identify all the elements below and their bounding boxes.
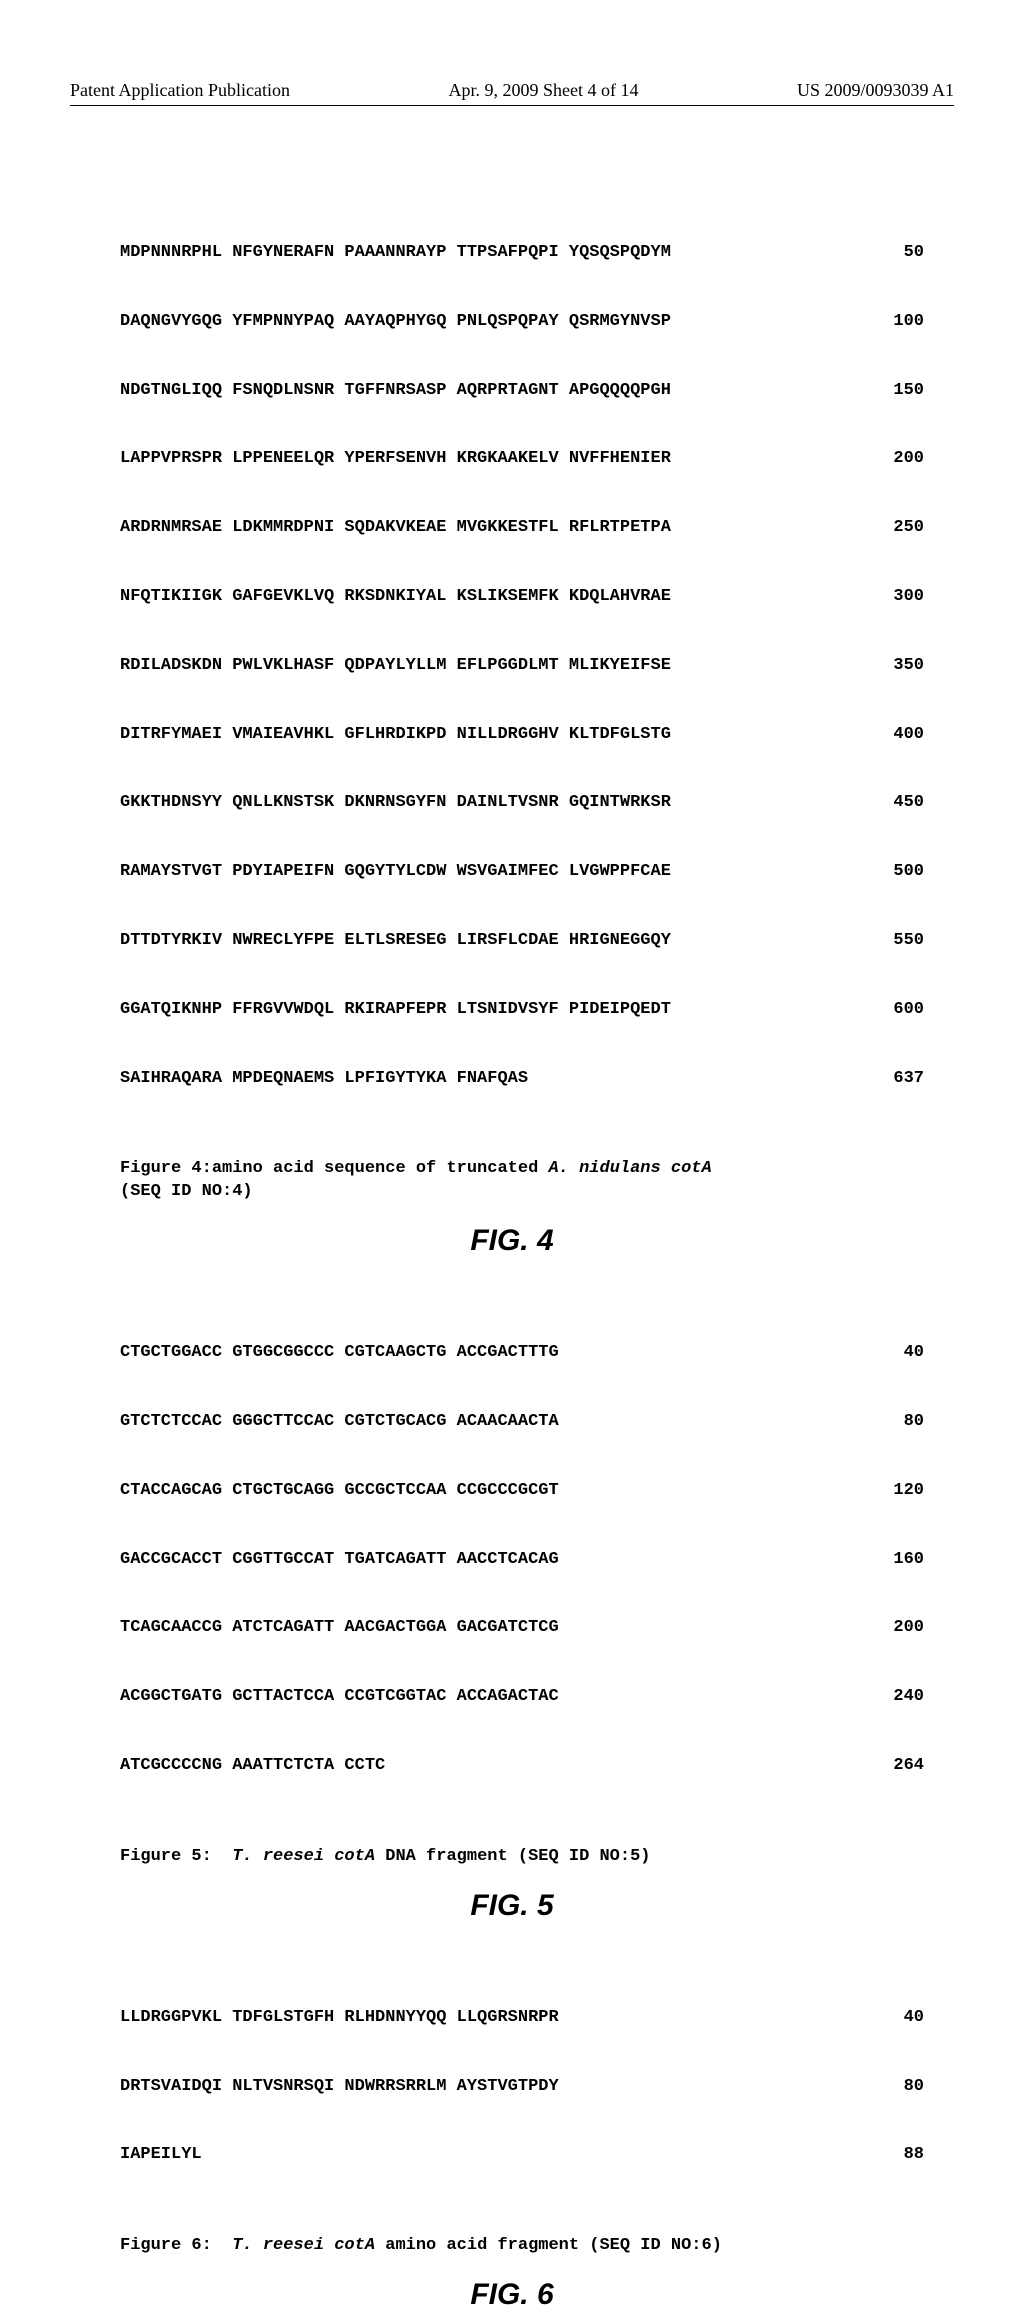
header-left: Patent Application Publication bbox=[70, 80, 290, 101]
seq-text: SAIHRAQARA MPDEQNAEMS LPFIGYTYKA FNAFQAS bbox=[120, 1068, 528, 1091]
seq-num: 240 bbox=[864, 1686, 924, 1709]
page-header: Patent Application Publication Apr. 9, 2… bbox=[70, 80, 954, 106]
seq-text: IAPEILYL bbox=[120, 2144, 202, 2167]
seq-row: CTACCAGCAG CTGCTGCAGG GCCGCTCCAA CCGCCCG… bbox=[120, 1480, 924, 1503]
seq-num: 120 bbox=[864, 1480, 924, 1503]
caption-post: amino acid fragment (SEQ ID NO:6) bbox=[385, 2236, 722, 2255]
seq-row: SAIHRAQARA MPDEQNAEMS LPFIGYTYKA FNAFQAS… bbox=[120, 1068, 924, 1091]
seq-row: RAMAYSTVGT PDYIAPEIFN GQGYTYLCDW WSVGAIM… bbox=[120, 861, 924, 884]
seq-row: DAQNGVYGQG YFMPNNYPAQ AAYAQPHYGQ PNLQSPQ… bbox=[120, 311, 924, 334]
seq-num: 80 bbox=[864, 2076, 924, 2099]
seq-num: 200 bbox=[864, 448, 924, 471]
seq-row: DITRFYMAEI VMAIEAVHKL GFLHRDIKPD NILLDRG… bbox=[120, 724, 924, 747]
figure5-caption: Figure 5: T. reesei cotA DNA fragment (S… bbox=[120, 1846, 954, 1869]
seq-text: TCAGCAACCG ATCTCAGATT AACGACTGGA GACGATC… bbox=[120, 1617, 559, 1640]
seq-text: RDILADSKDN PWLVKLHASF QDPAYLYLLM EFLPGGD… bbox=[120, 655, 671, 678]
seq-row: GACCGCACCT CGGTTGCCAT TGATCAGATT AACCTCA… bbox=[120, 1549, 924, 1572]
seq-text: LLDRGGPVKL TDFGLSTGFH RLHDNNYYQQ LLQGRSN… bbox=[120, 2007, 559, 2030]
seq-text: DAQNGVYGQG YFMPNNYPAQ AAYAQPHYGQ PNLQSPQ… bbox=[120, 311, 671, 334]
seq-num: 100 bbox=[864, 311, 924, 334]
seq-num: 637 bbox=[864, 1068, 924, 1091]
seq-num: 40 bbox=[864, 2007, 924, 2030]
seq4-block: MDPNNNRPHL NFGYNERAFN PAAANNRAYP TTPSAFP… bbox=[120, 196, 924, 1136]
caption-italic: T. reesei cotA bbox=[232, 2236, 385, 2255]
figure4-caption: Figure 4:amino acid sequence of truncate… bbox=[120, 1158, 954, 1204]
seq-row: GKKTHDNSYY QNLLKNSTSK DKNRNSGYFN DAINLTV… bbox=[120, 792, 924, 815]
seq-row: GGATQIKNHP FFRGVVWDQL RKIRAPFEPR LTSNIDV… bbox=[120, 999, 924, 1022]
seq-text: GTCTCTCCAC GGGCTTCCAC CGTCTGCACG ACAACAA… bbox=[120, 1411, 559, 1434]
seq-row: NDGTNGLIQQ FSNQDLNSNR TGFFNRSASP AQRPRTA… bbox=[120, 380, 924, 403]
seq-num: 50 bbox=[864, 242, 924, 265]
seq-num: 264 bbox=[864, 1755, 924, 1778]
seq-row: NFQTIKIIGK GAFGEVKLVQ RKSDNKIYAL KSLIKSE… bbox=[120, 586, 924, 609]
seq-num: 150 bbox=[864, 380, 924, 403]
figure4-label: FIG. 4 bbox=[70, 1224, 954, 1258]
caption-italic: A. nidulans cotA bbox=[548, 1159, 711, 1178]
seq-text: GACCGCACCT CGGTTGCCAT TGATCAGATT AACCTCA… bbox=[120, 1549, 559, 1572]
page: Patent Application Publication Apr. 9, 2… bbox=[0, 0, 1024, 1320]
figure6-label: FIG. 6 bbox=[70, 2278, 954, 2312]
seq-row: ATCGCCCCNG AAATTCTCTA CCTC 264 bbox=[120, 1755, 924, 1778]
header-mid: Apr. 9, 2009 Sheet 4 of 14 bbox=[448, 80, 638, 101]
seq-num: 350 bbox=[864, 655, 924, 678]
seq-text: RAMAYSTVGT PDYIAPEIFN GQGYTYLCDW WSVGAIM… bbox=[120, 861, 671, 884]
seq-row: RDILADSKDN PWLVKLHASF QDPAYLYLLM EFLPGGD… bbox=[120, 655, 924, 678]
seq-row: IAPEILYL 88 bbox=[120, 2144, 924, 2167]
figure6-caption: Figure 6: T. reesei cotA amino acid frag… bbox=[120, 2235, 954, 2258]
seq-text: LAPPVPRSPR LPPENEELQR YPERFSENVH KRGKAAK… bbox=[120, 448, 671, 471]
seq-text: NFQTIKIIGK GAFGEVKLVQ RKSDNKIYAL KSLIKSE… bbox=[120, 586, 671, 609]
seq-text: ARDRNMRSAE LDKMMRDPNI SQDAKVKEAE MVGKKES… bbox=[120, 517, 671, 540]
seq-row: LAPPVPRSPR LPPENEELQR YPERFSENVH KRGKAAK… bbox=[120, 448, 924, 471]
seq-row: MDPNNNRPHL NFGYNERAFN PAAANNRAYP TTPSAFP… bbox=[120, 242, 924, 265]
seq-num: 160 bbox=[864, 1549, 924, 1572]
caption-italic: T. reesei cotA bbox=[232, 1847, 385, 1866]
seq-text: GGATQIKNHP FFRGVVWDQL RKIRAPFEPR LTSNIDV… bbox=[120, 999, 671, 1022]
caption-line2: (SEQ ID NO:4) bbox=[120, 1182, 253, 1201]
seq-num: 500 bbox=[864, 861, 924, 884]
seq-row: DTTDTYRKIV NWRECLYFPE ELTLSRESEG LIRSFLC… bbox=[120, 930, 924, 953]
seq-num: 550 bbox=[864, 930, 924, 953]
seq-text: CTACCAGCAG CTGCTGCAGG GCCGCTCCAA CCGCCCG… bbox=[120, 1480, 559, 1503]
seq-num: 450 bbox=[864, 792, 924, 815]
caption-post: DNA fragment (SEQ ID NO:5) bbox=[385, 1847, 650, 1866]
seq-row: TCAGCAACCG ATCTCAGATT AACGACTGGA GACGATC… bbox=[120, 1617, 924, 1640]
seq-text: ACGGCTGATG GCTTACTCCA CCGTCGGTAC ACCAGAC… bbox=[120, 1686, 559, 1709]
seq-text: ATCGCCCCNG AAATTCTCTA CCTC bbox=[120, 1755, 385, 1778]
seq-num: 80 bbox=[864, 1411, 924, 1434]
seq-row: LLDRGGPVKL TDFGLSTGFH RLHDNNYYQQ LLQGRSN… bbox=[120, 2007, 924, 2030]
seq-num: 40 bbox=[864, 1342, 924, 1365]
seq-text: GKKTHDNSYY QNLLKNSTSK DKNRNSGYFN DAINLTV… bbox=[120, 792, 671, 815]
seq-num: 300 bbox=[864, 586, 924, 609]
seq6-block: LLDRGGPVKL TDFGLSTGFH RLHDNNYYQQ LLQGRSN… bbox=[120, 1961, 924, 2213]
seq-text: CTGCTGGACC GTGGCGGCCC CGTCAAGCTG ACCGACT… bbox=[120, 1342, 559, 1365]
caption-pre: Figure 4:amino acid sequence of truncate… bbox=[120, 1159, 548, 1178]
seq-text: DITRFYMAEI VMAIEAVHKL GFLHRDIKPD NILLDRG… bbox=[120, 724, 671, 747]
seq5-block: CTGCTGGACC GTGGCGGCCC CGTCAAGCTG ACCGACT… bbox=[120, 1296, 924, 1824]
figure5-label: FIG. 5 bbox=[70, 1889, 954, 1923]
seq-row: GTCTCTCCAC GGGCTTCCAC CGTCTGCACG ACAACAA… bbox=[120, 1411, 924, 1434]
header-right: US 2009/0093039 A1 bbox=[797, 80, 954, 101]
seq-row: DRTSVAIDQI NLTVSNRSQI NDWRRSRRLM AYSTVGT… bbox=[120, 2076, 924, 2099]
seq-num: 88 bbox=[864, 2144, 924, 2167]
seq-num: 400 bbox=[864, 724, 924, 747]
caption-pre: Figure 6: bbox=[120, 2236, 232, 2255]
seq-row: CTGCTGGACC GTGGCGGCCC CGTCAAGCTG ACCGACT… bbox=[120, 1342, 924, 1365]
seq-text: MDPNNNRPHL NFGYNERAFN PAAANNRAYP TTPSAFP… bbox=[120, 242, 671, 265]
caption-pre: Figure 5: bbox=[120, 1847, 232, 1866]
seq-text: NDGTNGLIQQ FSNQDLNSNR TGFFNRSASP AQRPRTA… bbox=[120, 380, 671, 403]
seq-num: 250 bbox=[864, 517, 924, 540]
seq-text: DRTSVAIDQI NLTVSNRSQI NDWRRSRRLM AYSTVGT… bbox=[120, 2076, 559, 2099]
seq-row: ACGGCTGATG GCTTACTCCA CCGTCGGTAC ACCAGAC… bbox=[120, 1686, 924, 1709]
seq-row: ARDRNMRSAE LDKMMRDPNI SQDAKVKEAE MVGKKES… bbox=[120, 517, 924, 540]
seq-num: 600 bbox=[864, 999, 924, 1022]
seq-text: DTTDTYRKIV NWRECLYFPE ELTLSRESEG LIRSFLC… bbox=[120, 930, 671, 953]
seq-num: 200 bbox=[864, 1617, 924, 1640]
